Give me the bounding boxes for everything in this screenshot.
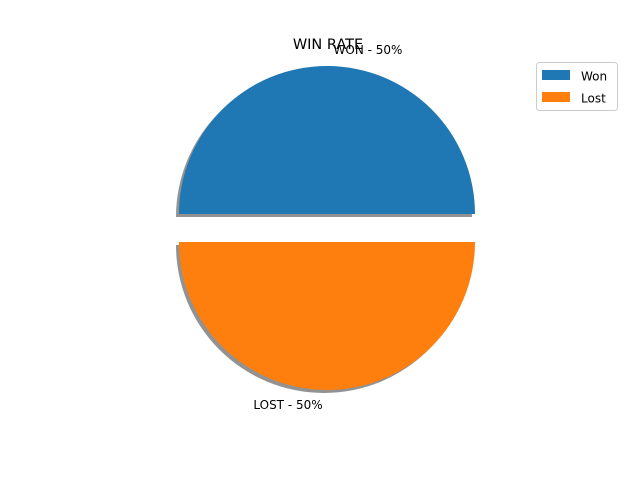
slice-layer — [179, 66, 475, 390]
slice-label-won: WON - 50% — [334, 43, 403, 57]
slice-lost — [179, 242, 475, 390]
legend-label-won: Won — [581, 70, 607, 84]
chart-title: WIN RATE — [293, 37, 363, 53]
label-layer: WON - 50% LOST - 50% — [253, 43, 402, 412]
legend-swatch-lost — [542, 92, 570, 102]
slice-label-lost: LOST - 50% — [253, 398, 322, 412]
slice-won — [179, 66, 475, 214]
legend-label-lost: Lost — [581, 92, 606, 106]
legend: Won Lost — [536, 62, 618, 111]
legend-swatch-won — [542, 70, 570, 80]
